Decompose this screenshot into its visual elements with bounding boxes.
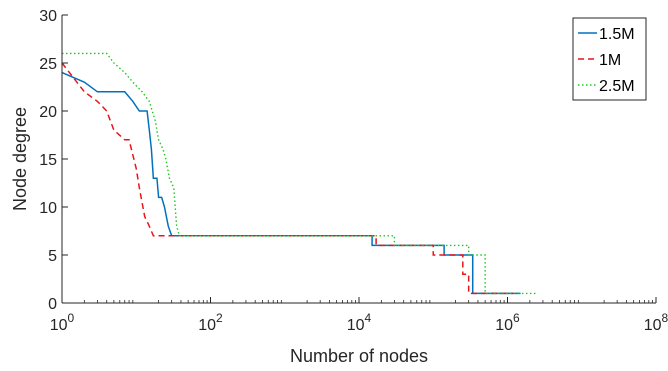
y-tick-label: 0	[48, 296, 57, 313]
legend-label-0: 1.5M	[599, 26, 635, 43]
y-tick-label: 10	[39, 200, 57, 217]
legend-label-2: 2.5M	[599, 78, 635, 95]
plot-background	[62, 15, 656, 303]
series-line-0	[61, 71, 521, 295]
legend-box	[572, 17, 647, 101]
y-tick-label: 30	[39, 8, 57, 25]
y-axis-label: Node degree	[10, 107, 30, 211]
series-layer	[61, 52, 536, 295]
y-tick-label: 20	[39, 104, 57, 121]
y-tick-label: 25	[39, 56, 57, 73]
x-tick-label: 106	[495, 311, 520, 334]
series-line-2	[62, 52, 536, 295]
x-tick-label: 108	[644, 311, 668, 334]
x-tick-label: 100	[50, 311, 75, 334]
plot-area	[62, 15, 656, 303]
axes-layer: 100 102 104 106 108 0 5 10 15 20 25 30	[39, 8, 668, 334]
legend-label-1: 1M	[599, 52, 621, 69]
y-tick-label: 5	[48, 248, 57, 265]
series-line-1	[61, 62, 514, 295]
x-axis-label: Number of nodes	[290, 346, 428, 366]
x-tick-label: 104	[347, 311, 372, 334]
x-tick-label: 102	[198, 311, 223, 334]
y-tick-label: 15	[39, 152, 57, 169]
legend: 1.5M 1M 2.5M	[572, 17, 647, 101]
